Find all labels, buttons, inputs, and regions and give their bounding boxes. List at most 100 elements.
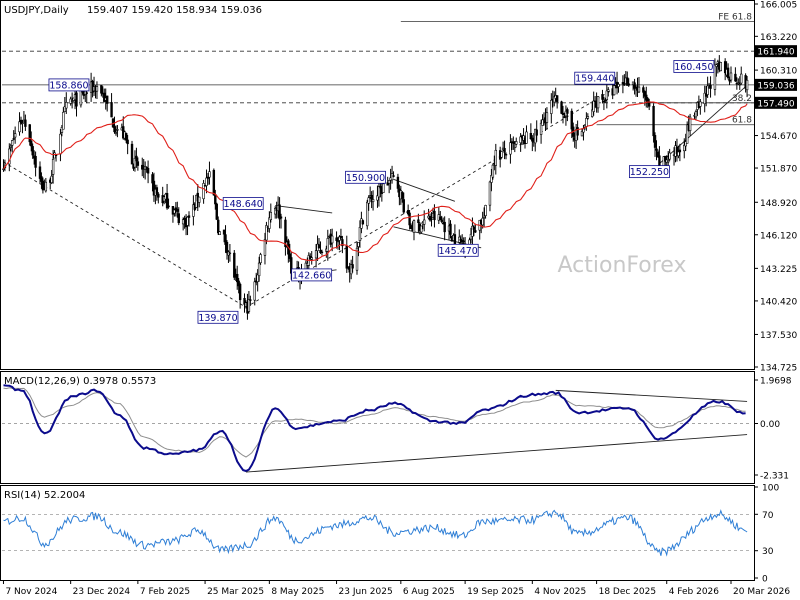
- candle-body: [225, 241, 229, 254]
- macd-signal-line: [3, 387, 746, 458]
- candle-body: [205, 177, 208, 186]
- candle-body: [539, 122, 543, 135]
- candle-body: [181, 219, 185, 225]
- candle-body: [688, 116, 692, 131]
- candle-body: [420, 225, 423, 233]
- candle-body: [550, 99, 553, 114]
- candle-body: [729, 72, 733, 81]
- candle-body: [338, 236, 341, 241]
- level-line-label: 38.2: [732, 94, 752, 104]
- candle-body: [21, 122, 24, 125]
- level-line-label: FE 61.8: [718, 12, 752, 22]
- symbol-header: USDJPY,Daily: [4, 5, 69, 16]
- candle-body: [192, 204, 195, 217]
- candle-body: [586, 116, 590, 119]
- candle-body: [40, 176, 43, 182]
- candle-body: [177, 213, 180, 224]
- candle-body: [28, 124, 31, 143]
- candle-body: [236, 273, 239, 283]
- candle-body: [247, 299, 251, 312]
- price-tag: [755, 96, 797, 109]
- y-tick-label: 137.530: [760, 331, 797, 341]
- candle-body: [268, 217, 271, 229]
- price-annotation-label: 145.470: [439, 246, 478, 257]
- candle-body: [95, 86, 99, 92]
- candle-body: [430, 218, 433, 220]
- candle-body: [217, 219, 220, 234]
- candle-body: [355, 247, 359, 271]
- rsi-y-tick-label: 100: [762, 484, 779, 494]
- candle-body: [677, 151, 680, 157]
- candle-body: [233, 252, 236, 278]
- candle-body: [675, 146, 679, 154]
- price-annotation-box: [291, 268, 333, 282]
- candle-body: [738, 83, 741, 86]
- candle-body: [576, 127, 579, 136]
- y-tick-label: 143.225: [760, 265, 797, 275]
- candle-body: [314, 250, 318, 259]
- candle-body: [335, 237, 338, 241]
- candle-body: [740, 73, 743, 84]
- candle-body: [585, 118, 588, 127]
- candle-body: [273, 207, 277, 215]
- candle-body: [317, 244, 321, 249]
- candle-body: [157, 193, 160, 198]
- macd-y-tick-label: 1.9698: [760, 377, 792, 387]
- candle-body: [136, 161, 140, 166]
- x-tick-label: 7 Nov 2024: [5, 587, 57, 597]
- candle-body: [412, 220, 416, 233]
- candle-body: [472, 226, 476, 230]
- y-tick-label: 134.725: [760, 364, 797, 374]
- candle-body: [440, 219, 443, 222]
- y-tick-label: 166.005: [760, 1, 797, 11]
- candle-body: [535, 129, 538, 136]
- candle-body: [100, 85, 103, 94]
- candle-body: [176, 209, 179, 212]
- macd-panel-frame: [0, 371, 755, 484]
- y-tick-label: 160.310: [760, 67, 797, 77]
- candle-body: [401, 191, 404, 199]
- price-annotation-label: 142.660: [292, 270, 331, 281]
- price-annotation-box: [222, 197, 264, 210]
- candle-body: [643, 91, 647, 97]
- y-tick-label: 146.120: [760, 231, 797, 241]
- candle-body: [212, 169, 216, 196]
- candle-body: [65, 102, 68, 109]
- candle-body: [263, 239, 267, 256]
- price-annotation-box: [574, 71, 616, 85]
- candle-body: [694, 111, 698, 118]
- candle-body: [155, 187, 159, 194]
- price-annotation-box: [629, 165, 670, 179]
- candle-body: [484, 205, 487, 216]
- candle-body: [133, 157, 137, 168]
- candle-body: [417, 219, 420, 223]
- candle-body: [396, 176, 400, 189]
- candle-body: [44, 181, 48, 192]
- candle-body: [500, 151, 503, 158]
- candle-body: [462, 240, 465, 243]
- candle-body: [320, 251, 324, 254]
- ohlc-readout: 159.407 159.420 158.934 159.036: [87, 5, 262, 16]
- candle-body: [719, 62, 722, 72]
- candle-body: [490, 175, 493, 183]
- candle-body: [555, 95, 559, 102]
- candle-body: [284, 219, 287, 247]
- x-tick-label: 19 Sep 2025: [467, 587, 524, 597]
- candle-body: [745, 79, 749, 91]
- candle-body: [165, 193, 169, 209]
- candle-body: [310, 257, 313, 260]
- candle-body: [224, 234, 227, 245]
- x-tick-label: 4 Feb 2026: [669, 587, 720, 597]
- x-tick-label: 23 Dec 2024: [73, 587, 131, 597]
- candle-body: [75, 92, 78, 107]
- candle-body: [423, 219, 426, 225]
- x-tick-label: 25 Mar 2025: [207, 587, 264, 597]
- candle-body: [377, 186, 381, 198]
- candle-body: [85, 92, 88, 94]
- candle-body: [545, 112, 549, 123]
- candle-body: [509, 142, 512, 155]
- rsi-panel-frame: [0, 485, 755, 581]
- price-tag: [755, 45, 797, 58]
- rsi-y-tick-label: 0: [762, 575, 768, 585]
